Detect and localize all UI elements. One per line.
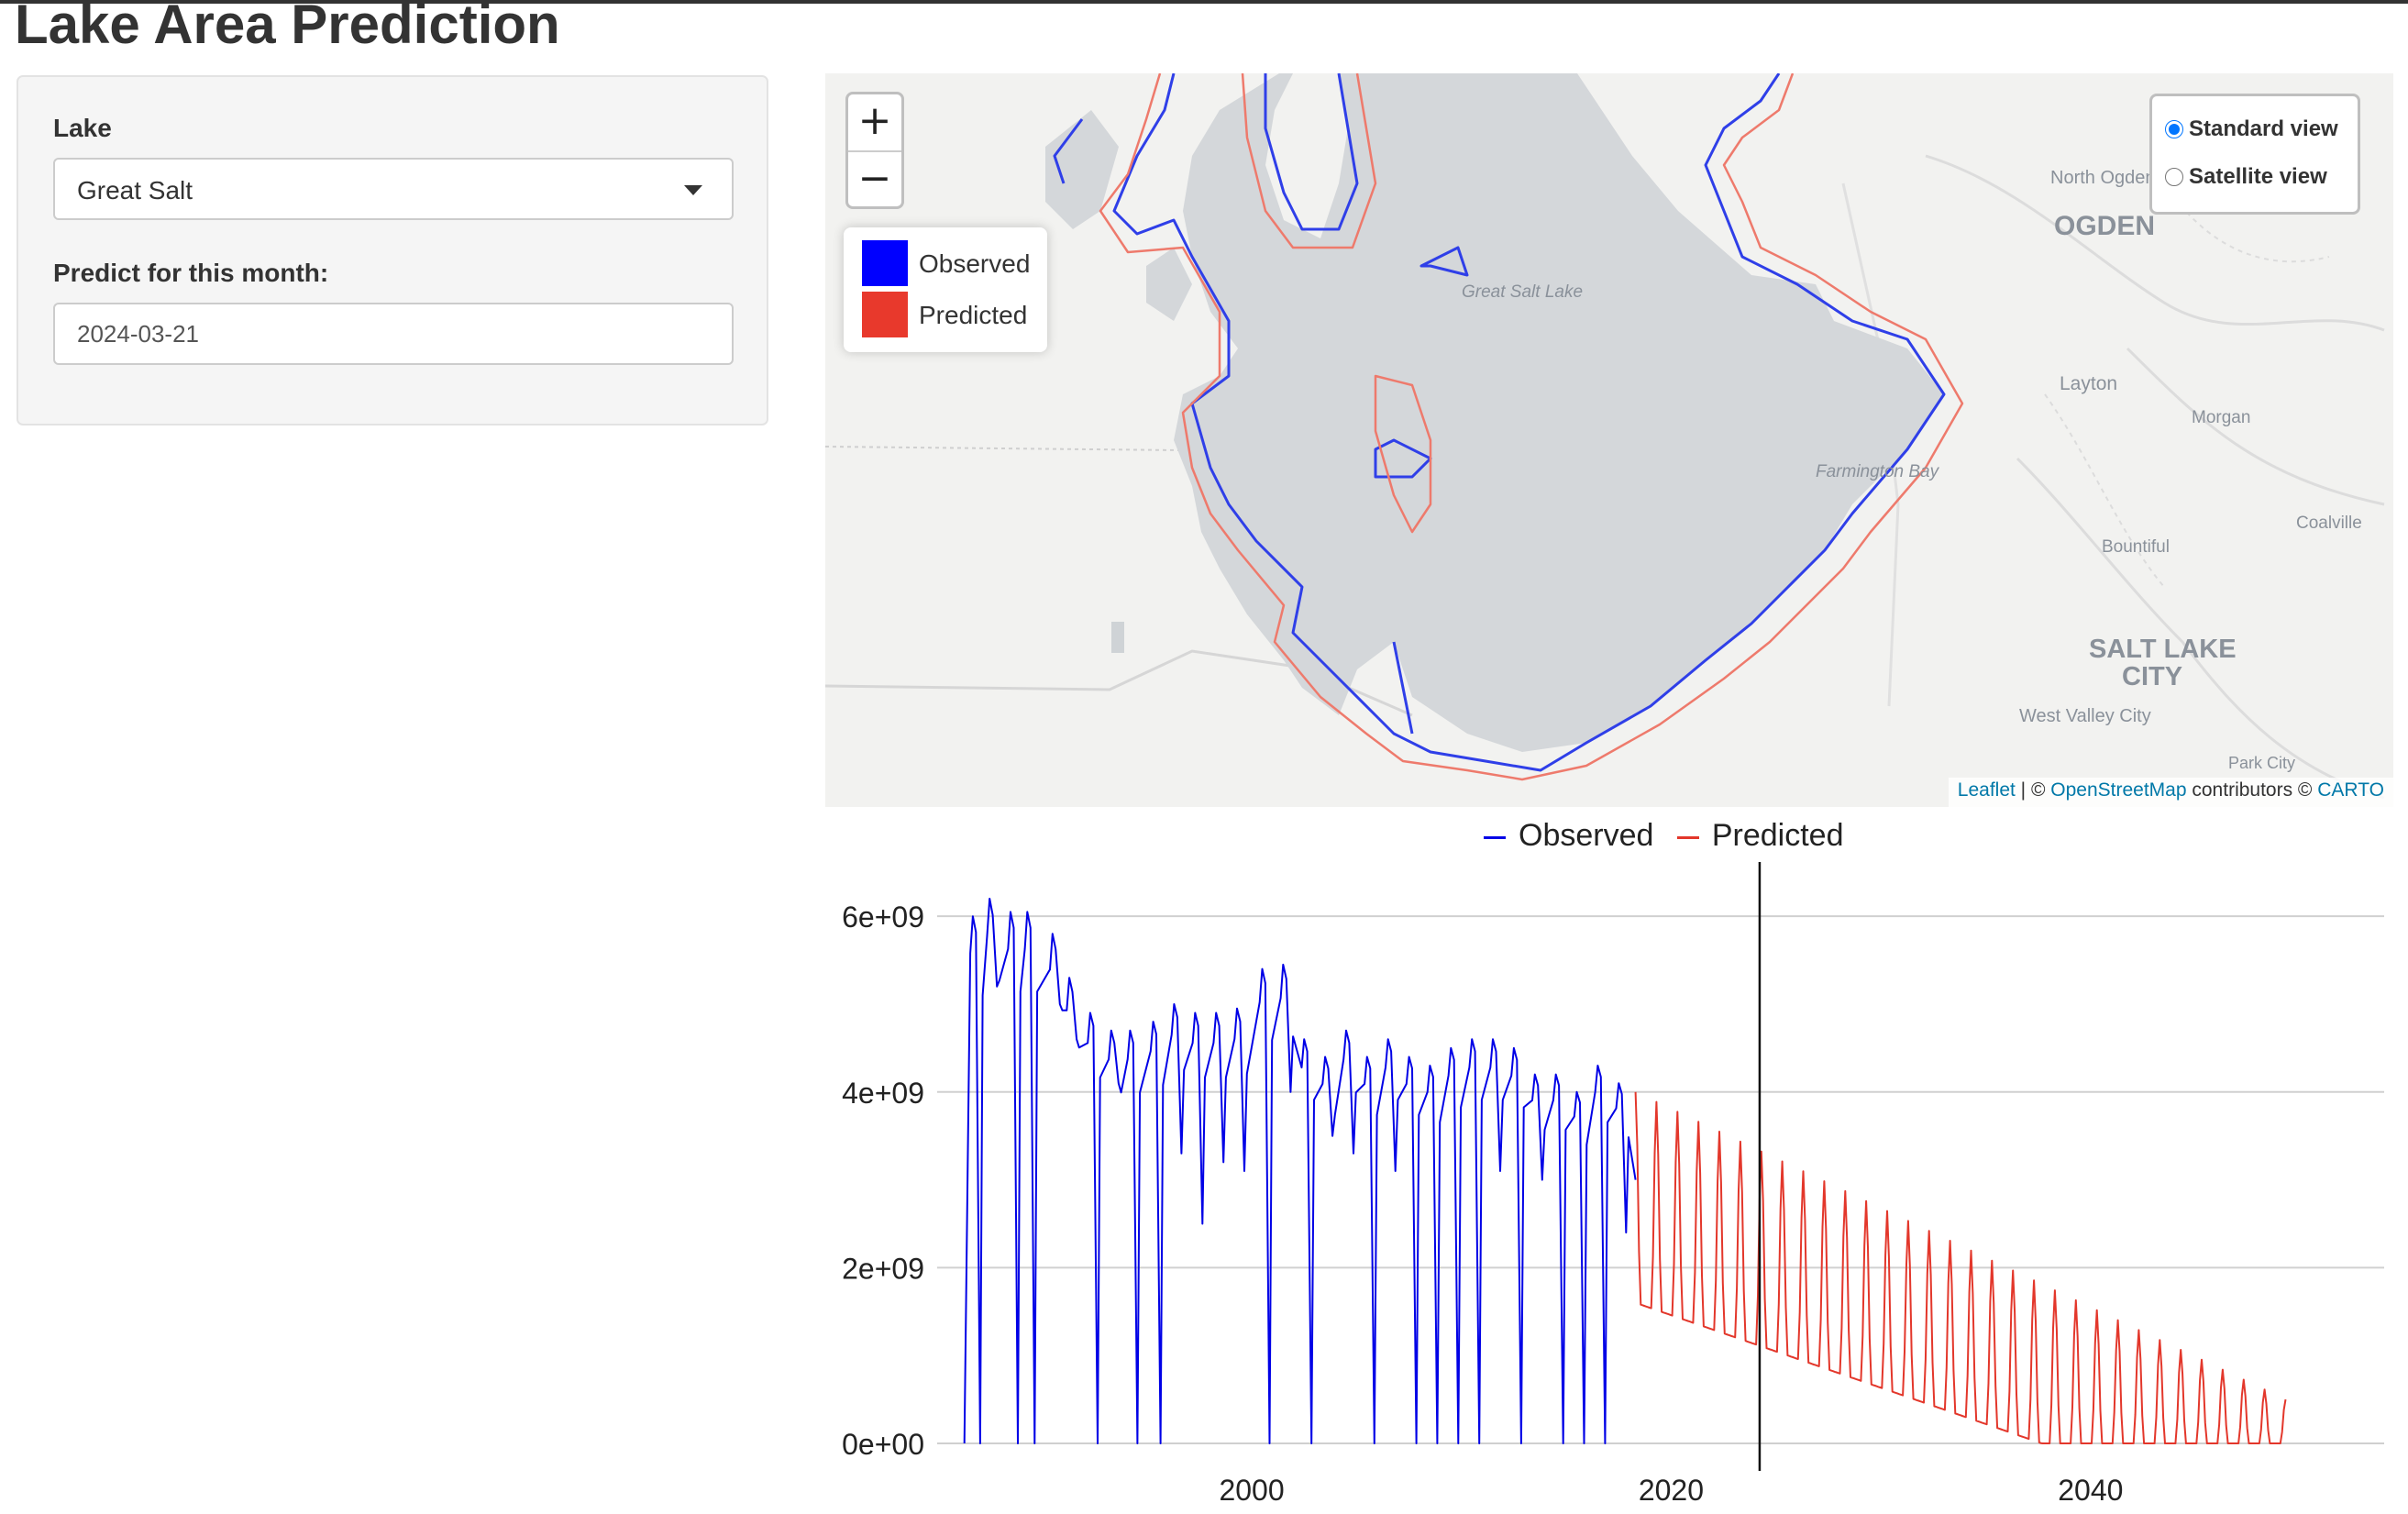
place-label-ogden: OGDEN (2054, 211, 2156, 241)
zoom-out-button[interactable]: − (857, 155, 892, 202)
satellite-view-label: Satellite view (2189, 164, 2327, 189)
predicted-series-line (1634, 1091, 2287, 1444)
osm-link[interactable]: OpenStreetMap (2050, 779, 2187, 801)
lake-label: Lake (53, 114, 112, 142)
chart-canvas: 0e+00 2e+09 4e+09 6e+09 2000 2020 2040 (842, 862, 2384, 1507)
place-label-north-ogden: North Ogden (2050, 168, 2156, 188)
zoom-in-button[interactable]: + (848, 94, 901, 152)
legend-label-predicted: Predicted (919, 301, 1028, 329)
place-label-layton: Layton (2060, 373, 2118, 394)
satellite-view-radio[interactable] (2165, 168, 2183, 186)
place-label-farmington-bay: Farmington Bay (1816, 462, 1939, 481)
x-tick-label: 2000 (1219, 1474, 1284, 1507)
attribution-sep: | © (2015, 779, 2051, 801)
predicted-line-key (1676, 835, 1699, 839)
map-attribution: Leaflet | © OpenStreetMap contributors ©… (1948, 778, 2393, 807)
chart-legend-observed-label: Observed (1519, 818, 1654, 853)
place-label-coalville: Coalville (2296, 514, 2362, 533)
top-border (0, 0, 2408, 4)
observed-series-line (963, 898, 1637, 1444)
page-title: Lake Area Prediction (15, 0, 560, 55)
place-label-park-city: Park City (2228, 754, 2296, 772)
standard-view-radio[interactable] (2165, 120, 2183, 138)
predicted-outline (1099, 73, 1964, 781)
map-legend: Observed Predicted (844, 227, 1047, 352)
chevron-down-icon (684, 185, 702, 195)
place-label-great-salt-lake: Great Salt Lake (1462, 282, 1584, 302)
predicted-swatch (862, 292, 908, 337)
layer-option-satellite[interactable]: Satellite view (2165, 164, 2327, 190)
y-tick-label: 2e+09 (842, 1252, 924, 1285)
place-label-bountiful: Bountiful (2102, 537, 2170, 557)
y-tick-label: 6e+09 (842, 901, 924, 934)
layer-option-standard[interactable]: Standard view (2165, 116, 2338, 142)
chart-legend-observed: Observed (1484, 818, 1653, 854)
place-label-city: CITY (2122, 662, 2183, 691)
x-tick-label: 2020 (1639, 1474, 1704, 1507)
zoom-control: + − (845, 92, 904, 209)
observed-outline (1053, 73, 1946, 772)
legend-label-observed: Observed (919, 249, 1031, 278)
place-label-morgan: Morgan (2192, 408, 2251, 427)
map-canvas[interactable] (825, 73, 2393, 807)
leaflet-link[interactable]: Leaflet (1957, 779, 2016, 801)
attribution-mid: contributors © (2186, 779, 2318, 801)
lake-select-value: Great Salt (77, 176, 193, 204)
chart-legend-predicted-label: Predicted (1711, 818, 1844, 853)
lake-water (1174, 73, 1944, 752)
observed-swatch (862, 240, 908, 286)
sidebar-panel: Lake Great Salt Predict for this month: (17, 75, 768, 425)
standard-view-label: Standard view (2189, 116, 2338, 141)
month-label: Predict for this month: (53, 259, 329, 287)
observed-line-key (1484, 835, 1506, 839)
layer-control: Standard view Satellite view (2149, 94, 2360, 215)
month-date-input[interactable] (53, 303, 734, 365)
area-chart: Observed Predicted 0e+00 2e+09 4e+09 6e+09 2… (825, 816, 2408, 1509)
y-tick-label: 0e+00 (842, 1428, 924, 1461)
chart-legend: Observed Predicted (1484, 818, 1859, 854)
carto-link[interactable]: CARTO (2317, 779, 2384, 801)
y-tick-label: 4e+09 (842, 1077, 924, 1110)
lake-select[interactable]: Great Salt (53, 158, 734, 220)
place-label-salt-lake: SALT LAKE (2089, 635, 2237, 664)
chart-legend-predicted: Predicted (1676, 818, 1844, 854)
x-tick-label: 2040 (2058, 1474, 2123, 1507)
place-label-west-valley-city: West Valley City (2019, 706, 2151, 726)
map-view[interactable]: North Ogden OGDEN Great Salt Lake Layton… (825, 73, 2393, 807)
